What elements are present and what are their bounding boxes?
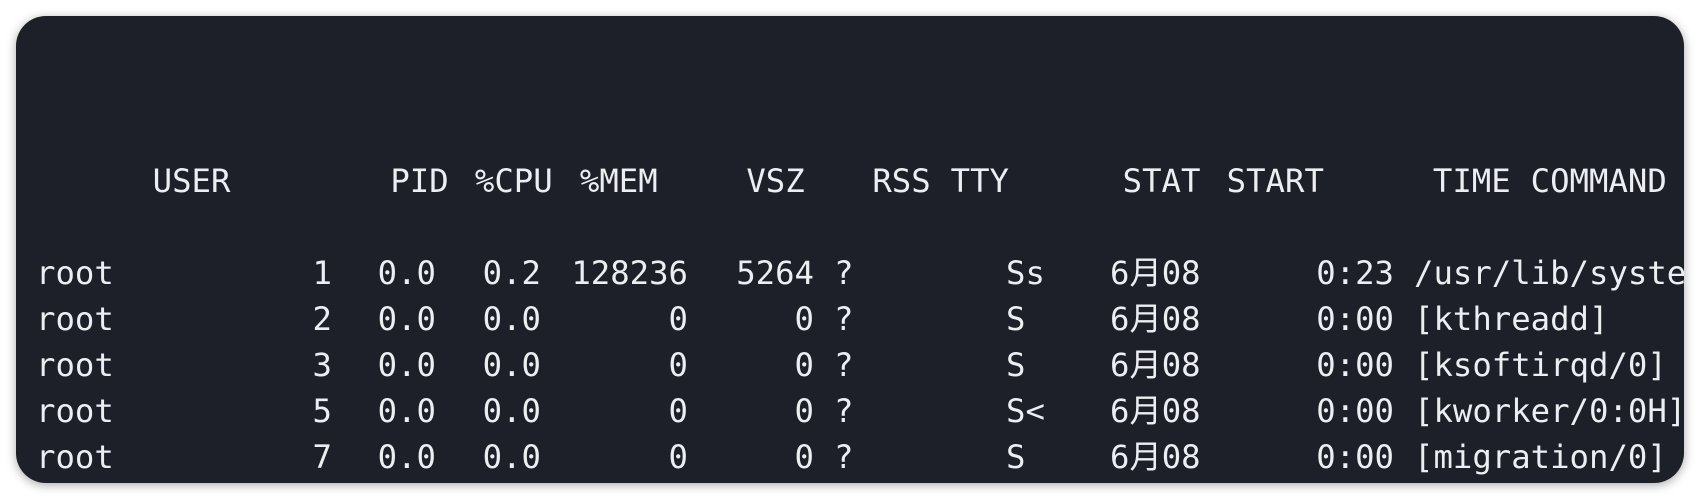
cell-tty: ? (814, 480, 1006, 483)
cell-command: [kthreadd] (1414, 300, 1609, 338)
table-row: root 2 0.0 0.0 0 0? S 6月08 0:00 [kthreadd] (36, 296, 1684, 342)
cell-stat: S (1006, 346, 1026, 384)
cell-start: 6月08 (1110, 480, 1247, 483)
cell-start: 6月08 (1110, 254, 1201, 292)
cell-time: 0:00 (1316, 300, 1394, 338)
cell-pid: 2 (312, 300, 332, 338)
cell-start: 6月08 (1110, 346, 1201, 384)
table-row: root 3 0.0 0.0 0 0? S 6月08 0:00 [ksoftirqd/0] (36, 342, 1684, 388)
cell-mem: 0.0 (482, 392, 541, 430)
cell-vsz: 0 (668, 438, 688, 476)
cell-cpu: 0.0 (377, 438, 436, 476)
cell-rss: 0 (794, 392, 814, 430)
cell-stat: S (1006, 480, 1110, 483)
cell-start: 6月08 (1110, 300, 1201, 338)
cell-pid: 8 (212, 480, 332, 483)
cell-time: 0:00 (1316, 392, 1394, 430)
cell-rss: 5264 (736, 254, 814, 292)
cell-user: root (36, 300, 114, 338)
table-row: root 5 0.0 0.0 0 0? S< 6月08 0:00 [kworker/0:0H] (36, 388, 1684, 434)
cell-command: [kworker/0:0H] (1414, 392, 1684, 430)
cell-command: [ksoftirqd/0] (1414, 346, 1667, 384)
cell-time: 0:00 (1316, 346, 1394, 384)
cell-mem: 0.0 (482, 438, 541, 476)
cell-user: root (36, 254, 114, 292)
cell-mem: 0.0 (436, 480, 541, 483)
cell-vsz: 128236 (571, 254, 688, 292)
cell-pid: 7 (312, 438, 332, 476)
header-time: TIME (1432, 162, 1511, 200)
cell-stat: S< (1006, 392, 1045, 430)
table-header-row: USER PID %CPU %MEM VSZ RSS TTY STAT START TIME COM… (36, 112, 1684, 200)
cell-time: 0:00 (1316, 438, 1394, 476)
header-rss: RSS (872, 162, 931, 200)
process-list: root 1 0.0 0.2 128236 5264? Ss 6月08 0:23/usr/lib… (36, 250, 1684, 483)
cell-tty: ? (834, 254, 854, 292)
cell-start: 6月08 (1110, 438, 1201, 476)
cell-cpu: 0.0 (377, 392, 436, 430)
cell-pid: 3 (312, 346, 332, 384)
cell-cpu: 0.0 (377, 254, 436, 292)
cell-tty: ? (834, 300, 854, 338)
header-mem: %MEM (579, 162, 658, 200)
cell-mem: 0.2 (482, 254, 541, 292)
cell-rss: 0 (688, 480, 814, 483)
cell-vsz: 0 (668, 300, 688, 338)
header-cpu: %CPU (474, 162, 553, 200)
cell-mem: 0.0 (482, 346, 541, 384)
cell-pid: 5 (312, 392, 332, 430)
cell-vsz: 0 (668, 346, 688, 384)
cell-time: 0:23 (1316, 254, 1394, 292)
cell-rss: 0 (794, 346, 814, 384)
cell-cpu: 0.0 (377, 346, 436, 384)
cell-tty: ? (834, 438, 854, 476)
cell-user: root (36, 480, 212, 483)
cell-pid: 1 (312, 254, 332, 292)
header-stat: STAT (1122, 162, 1201, 200)
table-row: root 1 0.0 0.2 128236 5264? Ss 6月08 0:23/usr/lib… (36, 250, 1684, 296)
cell-stat: S (1006, 300, 1026, 338)
cell-user: root (36, 346, 114, 384)
table-row: root 7 0.0 0.0 0 0? S 6月08 0:00 [migration/0] (36, 434, 1684, 480)
cell-command: [rcu_bh] (1394, 480, 1570, 483)
header-start: START (1226, 162, 1324, 200)
cell-tty: ? (834, 392, 854, 430)
cell-stat: S (1006, 438, 1026, 476)
cell-cpu: 0.0 (332, 480, 436, 483)
cell-mem: 0.0 (482, 300, 541, 338)
header-pid: PID (390, 162, 449, 200)
terminal-window: USER PID %CPU %MEM VSZ RSS TTY STAT START TIME COM… (16, 16, 1684, 483)
cell-rss: 0 (794, 438, 814, 476)
header-vsz: VSZ (746, 162, 805, 200)
cell-start: 6月08 (1110, 392, 1201, 430)
header-command: COMMAND (1530, 162, 1667, 200)
cell-rss: 0 (794, 300, 814, 338)
cell-vsz: 0 (541, 480, 688, 483)
cell-cpu: 0.0 (377, 300, 436, 338)
cell-stat: Ss (1006, 254, 1045, 292)
cell-vsz: 0 (668, 392, 688, 430)
header-tty: TTY (950, 162, 1010, 200)
cell-time: 0:00 (1247, 480, 1394, 483)
cell-tty: ? (834, 346, 854, 384)
cell-user: root (36, 438, 114, 476)
cell-command: /usr/lib/syste (1414, 254, 1684, 292)
cell-user: root (36, 392, 114, 430)
cell-command: [migration/0] (1414, 438, 1667, 476)
ps-output[interactable]: USER PID %CPU %MEM VSZ RSS TTY STAT START TIME COM… (36, 20, 1684, 483)
header-user: USER (152, 162, 231, 200)
